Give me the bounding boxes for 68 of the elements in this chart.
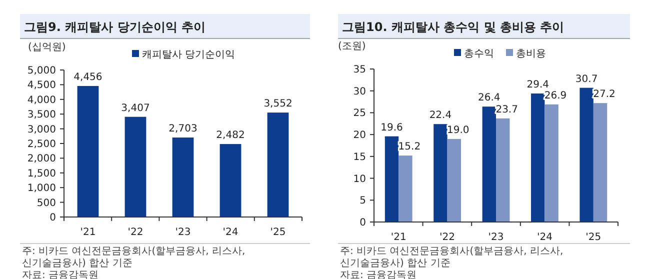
y-tick-label: 35 [353, 64, 366, 76]
text: 26.4 [478, 92, 500, 104]
text: 27.2 [593, 89, 616, 100]
text: 29.4 [526, 79, 549, 90]
y-tick-label: 10 [353, 174, 366, 185]
bar [447, 138, 461, 222]
text: 23.7 [496, 104, 518, 116]
bar [172, 138, 194, 217]
y-tick-label: 15 [353, 152, 366, 163]
text: 3,407 [121, 102, 150, 114]
y-tick-label: 0 [360, 218, 366, 228]
bar [544, 104, 558, 222]
x-tick-label: '22 [440, 232, 456, 243]
x-tick-label: '24 [536, 232, 552, 243]
x-tick-label: '23 [488, 232, 504, 243]
y-axis-title: (조원) [338, 41, 366, 52]
legend-label: 총수익 [464, 48, 494, 60]
text: 30.7 [575, 74, 598, 85]
bar [398, 156, 412, 222]
text: 4,456 [74, 72, 102, 83]
x-tick-label: '25 [586, 232, 602, 243]
y-tick-label: 4,000 [27, 94, 56, 106]
y-tick-label: 5 [360, 196, 366, 207]
bar [580, 88, 594, 222]
text: 주: 비카드 여신전문금융회사(할부금융사, 리스사, 신기술금융사) 합산 기준 [22, 246, 246, 269]
chart-title: 그림9. 캐피탈사 당기순이익 추이 [24, 20, 206, 34]
text: 26.9 [544, 90, 567, 102]
bar [124, 116, 146, 217]
y-tick-label: 30 [353, 86, 366, 98]
bar [496, 118, 510, 222]
x-tick-label: '23 [175, 227, 191, 238]
bar [531, 93, 545, 222]
y-tick-label: 3,500 [27, 110, 56, 121]
y-tick-label: 1,000 [27, 183, 56, 194]
bar [267, 112, 289, 217]
y-tick-label: 3,000 [27, 124, 56, 136]
text: 3,552 [264, 98, 292, 110]
bar [384, 136, 399, 222]
text: 15.2 [398, 142, 421, 153]
x-tick-label: '21 [80, 227, 96, 238]
bar [434, 124, 448, 222]
y-tick-label: 0 [50, 212, 56, 224]
y-tick-label: 20 [353, 130, 366, 142]
y-tick-label: 4,500 [27, 80, 56, 92]
bar [482, 106, 496, 222]
text: 19.0 [447, 124, 470, 136]
bar [593, 103, 608, 222]
text: 주: 비카드 여신전문금융회사(할부금융사, 리스사, 신기술금융사) 합산 기준 [340, 246, 564, 269]
y-axis-title: (십억원) [28, 42, 66, 53]
y-tick-label: 1,500 [27, 168, 56, 180]
bar [77, 86, 99, 217]
x-tick-label: '22 [128, 227, 144, 238]
x-tick-label: '25 [270, 227, 286, 238]
chart-title: 그림10. 캐피탈사 총수익 및 총비용 추이 [342, 20, 564, 34]
text: 19.6 [380, 122, 403, 134]
y-tick-label: 2,500 [27, 139, 56, 150]
bar [220, 144, 242, 217]
y-tick-label: 25 [353, 108, 366, 120]
x-tick-label: '24 [222, 227, 238, 238]
y-tick-label: 5,000 [27, 66, 56, 76]
legend-label: 총비용 [516, 48, 546, 60]
y-tick-label: 2,000 [27, 154, 56, 165]
y-tick-label: 500 [36, 198, 56, 209]
legend-label: 캐피탈사 당기순이익 [142, 50, 236, 60]
text: 2,703 [168, 124, 198, 135]
x-tick-label: '21 [390, 232, 406, 243]
text: 2,482 [216, 130, 245, 142]
text: 22.4 [429, 110, 452, 122]
